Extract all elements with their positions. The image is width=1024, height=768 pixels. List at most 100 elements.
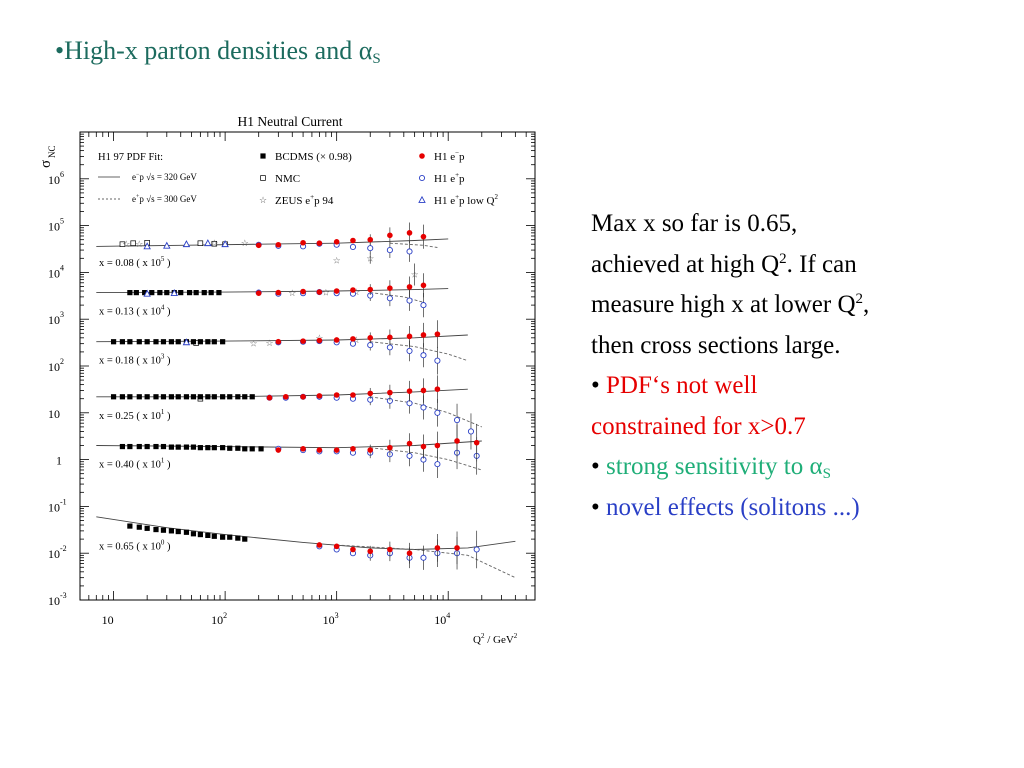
bcdms-point <box>227 534 233 540</box>
bin-label-end: ) <box>164 258 171 269</box>
h1-em-point <box>406 550 413 556</box>
bcdms-point <box>153 339 159 345</box>
nmc-point <box>197 240 204 246</box>
h1-ep-point <box>349 243 357 250</box>
h1-em-point <box>406 440 413 447</box>
h1-ep-point <box>406 248 413 255</box>
note-line-3: measure high x at lower Q2, <box>591 285 1011 326</box>
y-axis-label-main: σ <box>38 160 54 168</box>
bcdms-point <box>183 444 190 450</box>
bcdms-point <box>193 290 199 296</box>
fit-curve-dashed <box>370 447 482 471</box>
h1-em-point <box>275 338 282 345</box>
h1-em-point <box>350 237 356 244</box>
y-tick-label-exp: 6 <box>60 170 64 179</box>
bcdms-point <box>136 394 142 400</box>
h1-em-point <box>255 242 262 249</box>
h1-em-point <box>350 446 356 452</box>
h1-em-point <box>300 288 306 295</box>
h1-em-point <box>420 233 427 240</box>
zeus-point: ☆ <box>250 339 258 349</box>
slide-title: •High-x parton densities and αS <box>55 36 381 68</box>
bcdms-point <box>235 445 241 451</box>
bcdms-point <box>178 290 184 296</box>
y-tick-label-base: 10 <box>48 173 60 187</box>
zeus-point: ☆ <box>352 287 360 297</box>
h1-ep-point <box>420 404 427 411</box>
bin-label: x = 0.13 ( x 104 ) <box>99 304 171 318</box>
h1-em-point <box>367 548 374 555</box>
bcdms-point <box>142 290 148 296</box>
legend-data-tail: p <box>459 173 465 185</box>
legend-data-tail: p 94 <box>314 195 334 207</box>
bin-label-exp: 1 <box>161 408 165 416</box>
bcdms-point <box>136 443 142 450</box>
bcdms-point <box>168 339 175 345</box>
bcdms-point <box>144 443 150 450</box>
h1-ep-low-point <box>163 241 171 249</box>
note-line-1: Max x so far is 0.65, <box>591 204 1011 245</box>
notes-text: Max x so far is 0.65, achieved at high Q… <box>591 204 1011 528</box>
y-tick-label-exp: -1 <box>60 497 67 506</box>
zeus-point: ☆ <box>366 253 374 263</box>
y-tick-label-base: 10 <box>48 266 60 280</box>
h1-em-point <box>300 446 306 452</box>
h1-em-point <box>387 232 393 239</box>
legend-data-label: ZEUS e+p 94 <box>275 193 334 207</box>
y-tick-label-base: 10 <box>48 407 60 421</box>
h1-ep-point <box>420 302 427 309</box>
x-tick-label-exp: 2 <box>223 611 227 620</box>
zeus-point: ☆ <box>265 338 273 348</box>
note-line-4: then cross sections large. <box>591 326 1011 367</box>
fit-curve-dashed <box>389 242 438 248</box>
h1-em-point <box>387 546 393 553</box>
bin-label: x = 0.08 ( x 105 ) <box>99 255 171 269</box>
bullet-alpha-text: strong sensitivity to α <box>606 453 823 480</box>
bcdms-point <box>168 394 175 400</box>
bcdms-point <box>211 339 217 345</box>
bullet-marker: • <box>591 453 600 480</box>
x-tick-label-exp: 4 <box>446 611 450 620</box>
legend-data-tail: p low Q <box>459 195 495 207</box>
title-text: •High-x parton densities and α <box>55 36 373 65</box>
fit-curve-dashed <box>370 292 424 303</box>
bcdms-point <box>211 445 217 451</box>
bcdms-point <box>157 290 163 296</box>
bcdms-point <box>197 531 203 538</box>
h1-em-point <box>367 286 374 293</box>
bcdms-point <box>197 445 203 451</box>
bullet-pdf: • PDF‘s not well <box>591 366 1011 407</box>
bcdms-point <box>205 445 211 451</box>
bin-label-text: x = 0.08 ( x 10 <box>99 258 161 269</box>
x-tick-label: 102 <box>211 611 227 627</box>
bcdms-point <box>242 394 248 400</box>
bin-label-text: x = 0.13 ( x 10 <box>99 307 161 318</box>
h1-em-point <box>316 542 323 548</box>
bullet-marker: • <box>591 372 600 399</box>
y-tick-label: 10-2 <box>48 544 67 561</box>
bcdms-point <box>227 445 233 451</box>
bin-labels: x = 0.08 ( x 105 )x = 0.13 ( x 104 )x = … <box>99 255 171 553</box>
h1-em-point <box>387 389 393 396</box>
zeus-point: ☆ <box>241 238 249 248</box>
h1-em-point <box>275 289 282 296</box>
legend-data-text: BCDMS (× 0.98) <box>275 151 352 163</box>
zeus-point: ☆ <box>352 335 360 345</box>
bcdms-point <box>205 339 211 345</box>
plot-background <box>30 110 540 655</box>
bcdms-point <box>110 339 117 345</box>
y-tick-label-base: 10 <box>48 360 60 374</box>
legend-data-label: H1 e+p <box>434 171 465 185</box>
bcdms-point <box>220 534 226 540</box>
title-subscript: S <box>372 51 381 67</box>
h1-em-point <box>434 331 441 337</box>
y-tick-label-exp: -3 <box>60 591 67 600</box>
x-axis-label-sup: 2 <box>481 632 485 640</box>
bcdms-point <box>249 394 255 400</box>
bcdms-point <box>216 290 222 296</box>
y-tick-label: 10-3 <box>48 591 67 608</box>
h1-ep-point <box>367 245 374 252</box>
chart-title: H1 Neutral Current <box>238 114 343 129</box>
h1-em-point <box>406 388 413 394</box>
